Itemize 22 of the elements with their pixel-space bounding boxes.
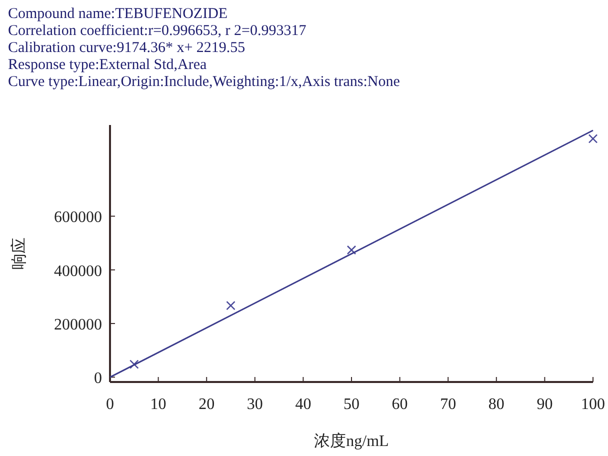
y-tick-label: 0 [94,370,102,388]
x-tick-label: 40 [295,396,312,413]
annotation: Calibration curve:9174.36* x+ 2219.55 [8,40,246,56]
x-tick-label: 60 [392,396,408,413]
annotation: Curve type:Linear,Origin:Include,Weighting:1/x,Axis trans:None [8,74,400,90]
x-tick-label: 20 [198,396,215,413]
x-tick-label: 100 [581,396,605,413]
x-tick-label: 30 [246,396,263,413]
x-tick-label: 10 [150,396,166,413]
y-tick-label: 600000 [54,209,102,226]
x-tick-label: 80 [488,396,504,413]
annotation: Response type:External Std,Area [8,57,207,73]
x-tick-label: 70 [440,396,456,413]
y-tick-label: 400000 [54,262,102,280]
x-tick-label: 50 [344,396,360,413]
ylabel: 响应 [11,238,28,270]
x-tick-label: 90 [536,396,553,413]
y-tick-label: 200000 [54,316,102,334]
annotation: Correlation coefficient:r=0.996653, r 2=0.993317 [8,23,306,39]
x-tick-label: 0 [106,396,114,413]
xlabel: 浓度ng/mL [314,433,389,450]
title: Compound name:TEBUFENOZIDE [8,6,228,22]
